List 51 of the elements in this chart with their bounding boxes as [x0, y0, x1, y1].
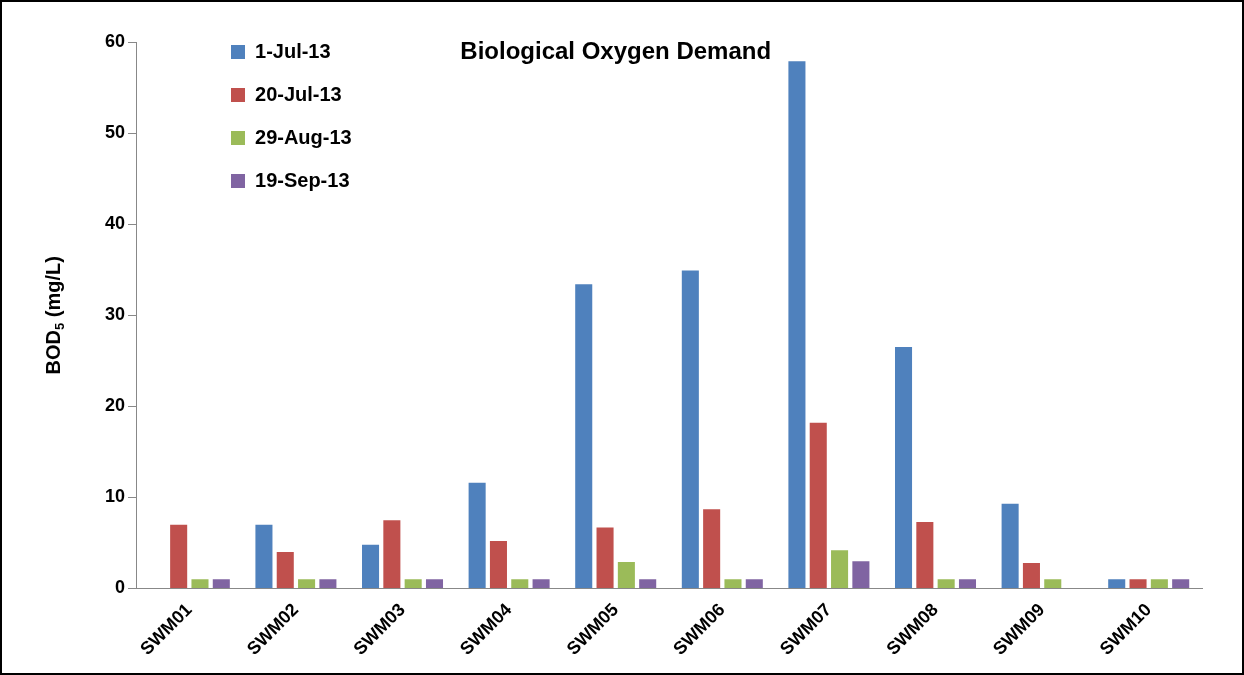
y-tick-label: 10	[104, 486, 126, 507]
bar	[724, 579, 742, 588]
bar	[319, 579, 337, 588]
bar	[745, 579, 763, 588]
bar	[468, 482, 486, 588]
bar	[937, 579, 955, 588]
bar	[362, 544, 380, 588]
bar	[1172, 579, 1190, 588]
bar	[1150, 579, 1168, 588]
bar	[404, 579, 422, 588]
y-tick-label: 50	[104, 122, 126, 143]
bar	[1108, 579, 1126, 588]
bar	[383, 520, 401, 588]
bar	[191, 579, 209, 588]
bar	[639, 579, 657, 588]
bar	[511, 579, 529, 588]
chart-title: Biological Oxygen Demand	[460, 36, 772, 64]
bar	[1022, 562, 1040, 588]
y-tick-label: 0	[115, 577, 126, 598]
y-tick-label: 40	[104, 213, 126, 234]
bar	[617, 562, 635, 588]
legend-label: 1-Jul-13	[255, 39, 331, 62]
y-tick-label: 20	[104, 395, 126, 416]
bar	[425, 579, 444, 588]
legend-label: 19-Sep-13	[255, 168, 350, 191]
bar	[489, 541, 507, 588]
legend-label: 29-Aug-13	[255, 125, 352, 148]
bar	[895, 347, 913, 588]
bar	[212, 579, 230, 588]
bar	[703, 509, 721, 588]
bar	[1044, 579, 1062, 588]
bar	[852, 561, 870, 588]
bar	[276, 552, 294, 588]
legend-label: 20-Jul-13	[255, 82, 342, 105]
bar	[681, 270, 699, 588]
y-tick-label: 30	[104, 304, 126, 325]
bar	[788, 61, 806, 588]
bar	[298, 579, 316, 588]
bar	[958, 579, 977, 588]
y-axis-title: BOD5 (mg/L)	[41, 256, 67, 375]
bar	[596, 527, 614, 588]
bar	[831, 550, 849, 588]
y-tick-label: 60	[104, 30, 126, 51]
bar	[170, 524, 188, 588]
bar	[575, 284, 593, 588]
bar	[532, 579, 550, 588]
bar	[916, 521, 934, 588]
bar	[1129, 579, 1147, 588]
bar	[809, 422, 827, 588]
bar	[1001, 503, 1019, 588]
bar	[255, 524, 273, 588]
